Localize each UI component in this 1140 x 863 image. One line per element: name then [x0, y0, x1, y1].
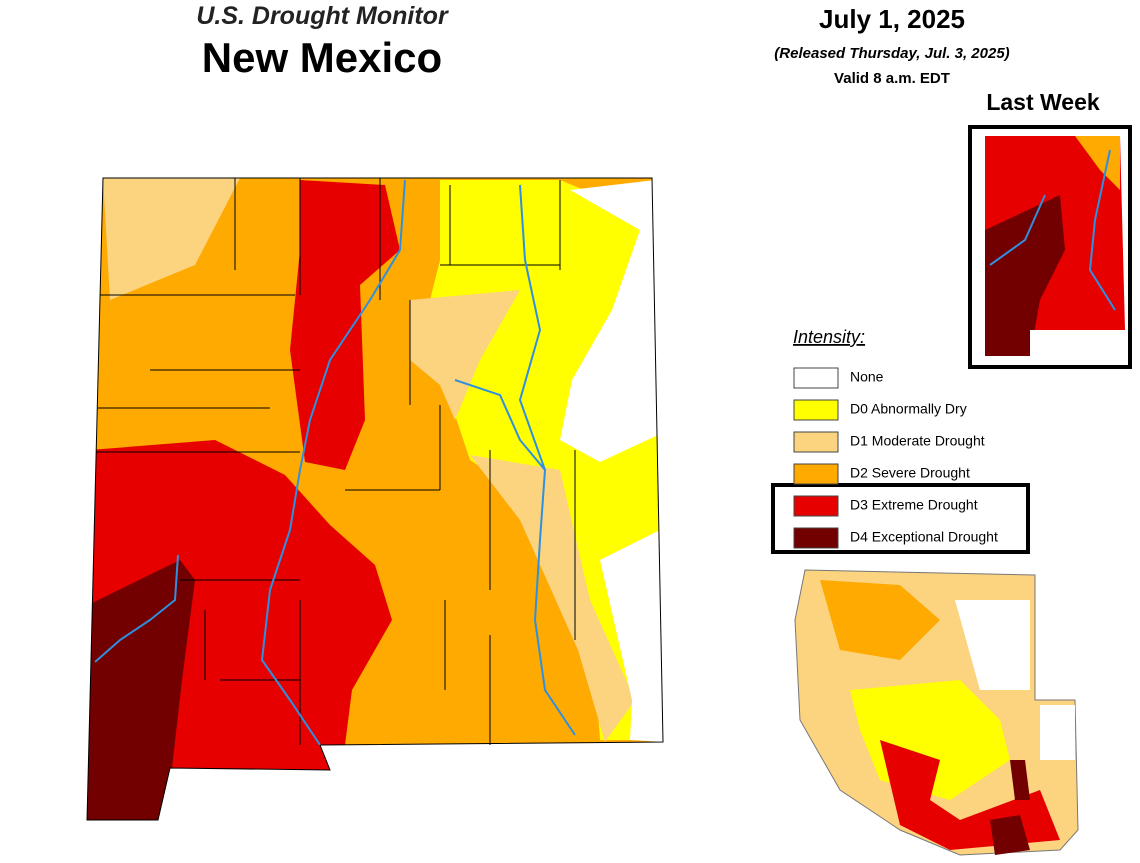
inset-title: Last Week: [986, 89, 1100, 115]
legend-label: D0 Abnormally Dry: [850, 401, 967, 417]
legend-title: Intensity:: [793, 327, 865, 347]
legend-swatch: [793, 527, 839, 549]
valid-time: Valid 8 a.m. EDT: [834, 70, 950, 87]
legend-swatch: [793, 463, 839, 485]
legend-swatch: [793, 495, 839, 517]
legend-label: None: [850, 369, 884, 385]
state-name: New Mexico: [202, 34, 442, 81]
legend-label: D3 Extreme Drought: [850, 497, 978, 513]
map-title: U.S. Drought Monitor: [196, 2, 449, 30]
legend-swatch: [793, 431, 839, 453]
legend-swatch: [793, 399, 839, 421]
last-week-inset: Last Week: [968, 89, 1132, 369]
release-date: (Released Thursday, Jul. 3, 2025): [774, 45, 1009, 62]
legend-swatch: [793, 367, 839, 389]
west-overview-map: [794, 569, 1079, 856]
legend-label: D4 Exceptional Drought: [850, 529, 998, 545]
legend-label: D1 Moderate Drought: [850, 433, 985, 449]
map-date: July 1, 2025: [819, 4, 965, 34]
state-map: [86, 177, 664, 821]
legend-label: D2 Severe Drought: [850, 465, 970, 481]
legend: Intensity: None D0 Abnormally Dry D1 Moder…: [771, 327, 1030, 554]
